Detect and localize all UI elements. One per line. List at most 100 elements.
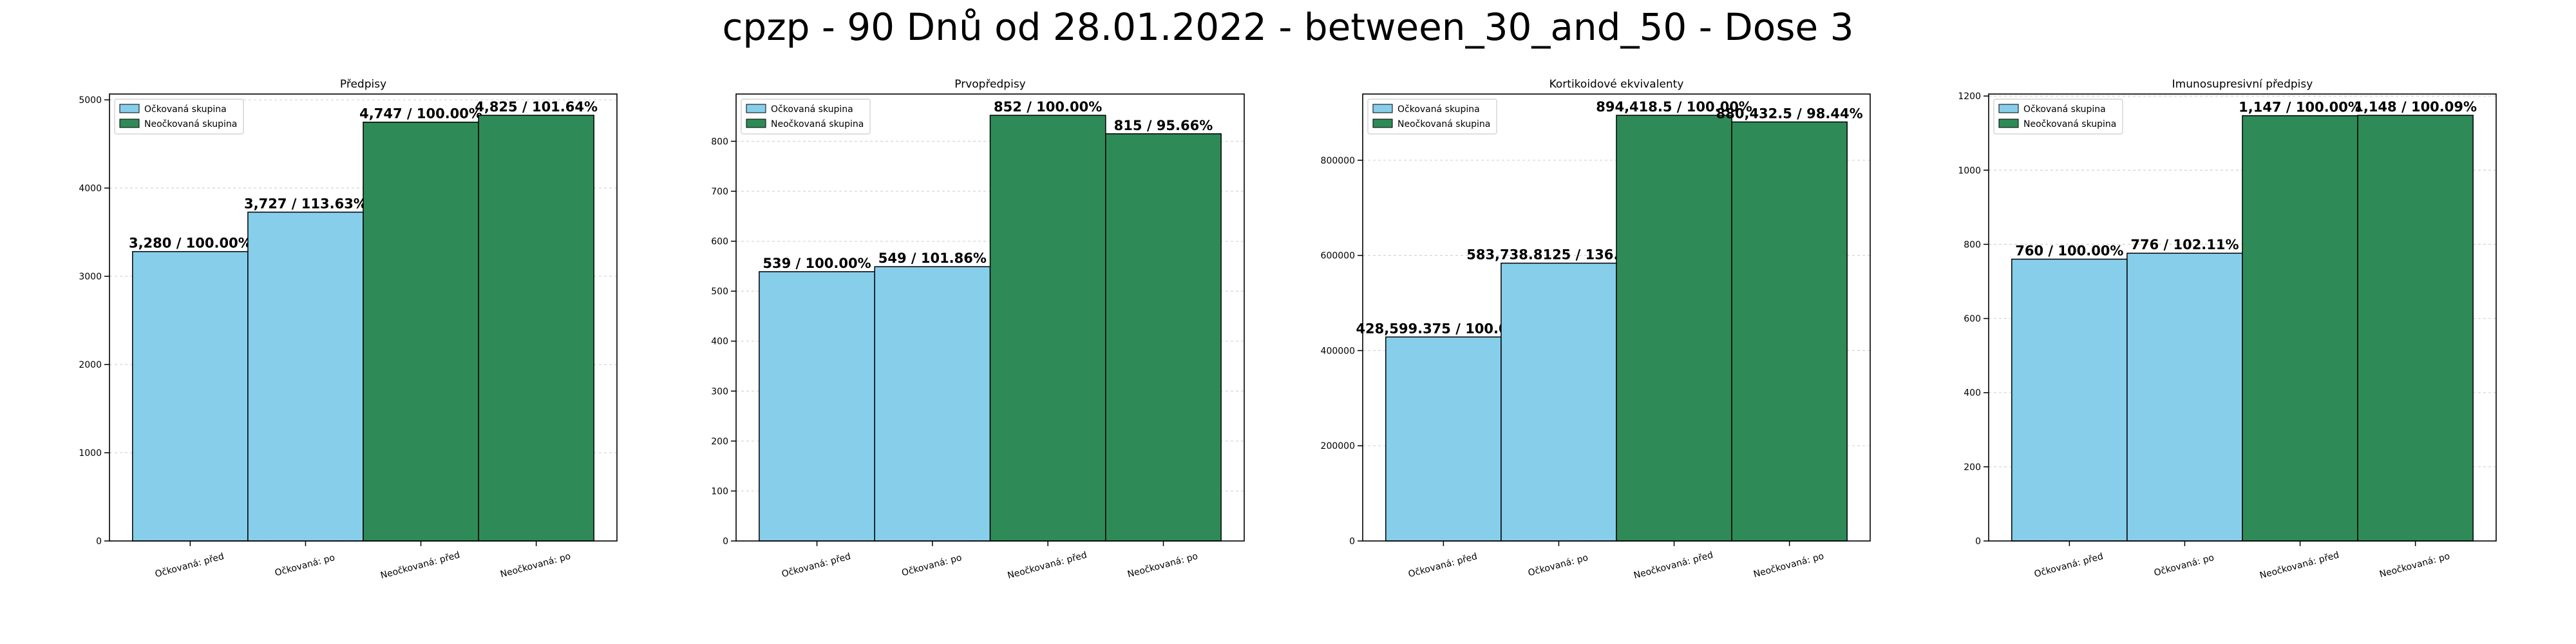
legend-label: Neočkovaná skupina (1397, 119, 1490, 129)
bar (478, 115, 594, 542)
x-tick-label: Očkovaná: před (154, 551, 225, 580)
legend-label: Neočkovaná skupina (2023, 119, 2116, 129)
bar-value-label: 760 / 100.00% (2015, 243, 2123, 258)
x-tick-label: Očkovaná: před (1407, 551, 1479, 580)
bar (989, 115, 1106, 542)
legend-label: Očkovaná skupina (2023, 104, 2106, 115)
chart-panel: 0 200 400 600 800 1000 1200 760 / 100.00% Očkova… (1958, 78, 2497, 581)
legend-label: Neočkovaná skupina (771, 119, 864, 129)
bar (1385, 336, 1502, 542)
legend-label: Neočkovaná skupina (144, 119, 237, 129)
x-tick-label: Neočkovaná: před (2259, 550, 2340, 581)
bar-value-label: 4,747 / 100.00% (359, 106, 482, 122)
axes-frame (1988, 93, 2497, 542)
bar (1731, 121, 1848, 542)
y-tick-label: 0 (723, 536, 728, 547)
y-tick-label: 0 (96, 536, 102, 547)
chart-panel: 0 1000 2000 3000 4000 5000 3,280 / 100.00% Očko… (79, 78, 618, 581)
bar (2242, 115, 2358, 542)
y-tick-label: 1000 (1958, 166, 1981, 176)
bar-value-label: 4,825 / 101.64% (475, 99, 598, 115)
bar-value-label: 880,432.5 / 98.44% (1716, 106, 1863, 121)
chart-title: Imunosupresivní předpisy (2172, 78, 2313, 91)
bar (759, 271, 875, 542)
y-tick-label: 200000 (1321, 441, 1355, 451)
y-tick-label: 800 (1964, 240, 1981, 250)
bar (132, 251, 249, 542)
bar (2011, 258, 2128, 542)
bar-value-label: 894,418.5 / 100.00% (1596, 99, 1752, 115)
x-tick-label: Neočkovaná: před (1633, 550, 1714, 581)
legend-label: Očkovaná skupina (144, 104, 227, 115)
legend-swatch (746, 118, 766, 128)
x-tick-label: Očkovaná: po (274, 553, 336, 578)
bar-value-label: 1,148 / 100.09% (2354, 99, 2477, 115)
legend-label: Očkovaná skupina (771, 104, 853, 115)
x-tick-label: Očkovaná: po (2153, 553, 2215, 578)
y-tick-label: 200 (711, 437, 728, 447)
bar-value-label: 852 / 100.00% (994, 99, 1102, 115)
chart-title: Předpisy (340, 78, 386, 91)
legend-swatch (119, 104, 140, 113)
y-tick-label: 300 (711, 386, 728, 397)
y-tick-label: 0 (1975, 536, 1981, 547)
y-tick-label: 500 (711, 287, 728, 297)
x-tick-label: Očkovaná: před (2033, 551, 2105, 580)
y-tick-label: 600000 (1321, 251, 1355, 261)
y-tick-label: 5000 (79, 95, 102, 106)
x-tick-label: Očkovaná: po (1527, 553, 1589, 578)
figure-title: cpzp - 90 Dnů od 28.01.2022 - between_30… (722, 5, 1854, 49)
legend-box (114, 99, 244, 135)
bar-value-label: 815 / 95.66% (1114, 118, 1213, 133)
y-tick-label: 600 (711, 237, 728, 247)
legend-swatch (746, 104, 766, 113)
bar-value-label: 3,727 / 113.63% (244, 196, 367, 211)
bar (2126, 252, 2243, 542)
x-tick-label: Očkovaná: před (781, 551, 852, 580)
legend-label: Očkovaná skupina (1397, 104, 1480, 115)
y-tick-label: 3000 (79, 272, 102, 282)
y-tick-label: 400 (1964, 388, 1981, 399)
y-tick-label: 700 (711, 187, 728, 197)
x-tick-label: Očkovaná: po (900, 553, 963, 578)
y-tick-label: 400000 (1321, 346, 1355, 356)
y-tick-label: 100 (711, 486, 728, 497)
bar-value-label: 549 / 101.86% (878, 251, 987, 266)
y-tick-label: 600 (1964, 314, 1981, 325)
y-tick-label: 1000 (79, 448, 102, 459)
x-tick-label: Neočkovaná: před (1007, 550, 1088, 581)
legend-swatch (1998, 104, 2019, 113)
bar (1616, 115, 1732, 542)
legend-swatch (119, 118, 140, 128)
x-tick-label: Neočkovaná: po (499, 551, 572, 580)
y-tick-label: 800 (711, 137, 728, 147)
axes-frame (109, 93, 618, 542)
chart-title: Kortikoidové ekvivalenty (1549, 78, 1684, 91)
y-tick-label: 1200 (1958, 91, 1981, 102)
chart-panel: 0 100 200 300 400 500 600 700 800 539 / 100.00% Oč… (711, 78, 1245, 581)
bar (2357, 115, 2474, 542)
y-tick-label: 4000 (79, 184, 102, 194)
y-tick-label: 200 (1964, 462, 1981, 473)
bar-value-label: 539 / 100.00% (762, 256, 871, 271)
bar (874, 266, 991, 542)
x-tick-label: Neočkovaná: po (1126, 551, 1199, 580)
bar (363, 121, 479, 542)
x-tick-label: Neočkovaná: po (1752, 551, 1825, 580)
x-tick-label: Neočkovaná: před (379, 550, 461, 581)
y-tick-label: 800000 (1321, 156, 1355, 166)
y-tick-label: 2000 (79, 360, 102, 370)
legend-box (1993, 99, 2123, 135)
chart-title: Prvopředpisy (954, 78, 1026, 91)
axes-frame (1362, 93, 1871, 542)
bar (1501, 262, 1617, 542)
axes-frame (735, 93, 1245, 542)
y-tick-label: 400 (711, 337, 728, 347)
legend-swatch (1372, 118, 1393, 128)
x-tick-label: Neočkovaná: po (2378, 551, 2451, 580)
bar-value-label: 776 / 102.11% (2130, 237, 2239, 252)
legend-swatch (1372, 104, 1393, 113)
